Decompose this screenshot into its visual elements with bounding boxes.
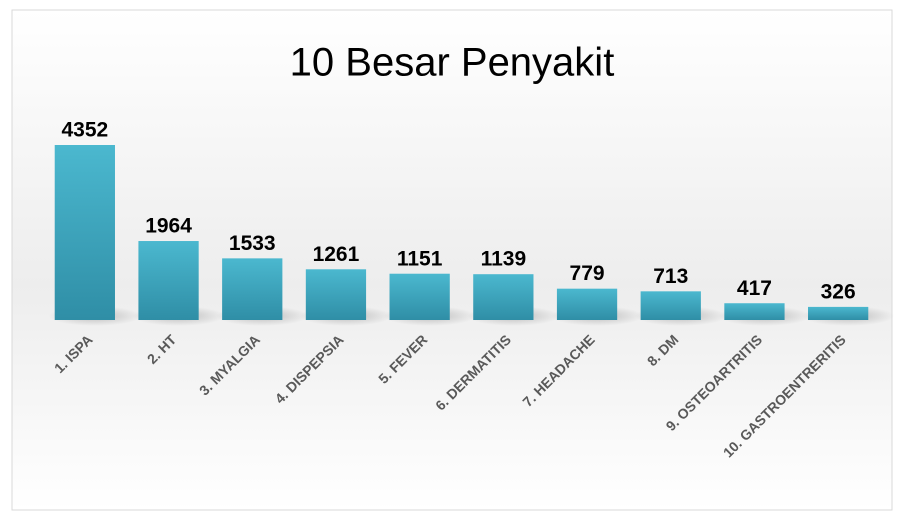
data-label: 4352 <box>61 119 108 142</box>
data-label: 1139 <box>481 248 527 271</box>
bar <box>54 145 115 320</box>
bar <box>389 273 450 320</box>
bar <box>138 241 199 320</box>
bar <box>556 288 618 320</box>
data-label: 417 <box>737 277 772 300</box>
bar <box>808 306 869 320</box>
data-label: 1964 <box>145 215 192 238</box>
bar <box>473 274 534 320</box>
data-label: 713 <box>653 265 688 288</box>
bar <box>305 269 367 320</box>
data-label: 326 <box>821 280 856 303</box>
bar <box>640 291 701 320</box>
bar <box>724 303 785 320</box>
data-label: 1151 <box>397 247 443 270</box>
data-label: 1533 <box>229 232 276 255</box>
chart-title: 10 Besar Penyakit <box>290 41 615 85</box>
data-label: 1261 <box>313 243 360 266</box>
data-label: 779 <box>570 262 605 285</box>
bar <box>222 258 283 320</box>
